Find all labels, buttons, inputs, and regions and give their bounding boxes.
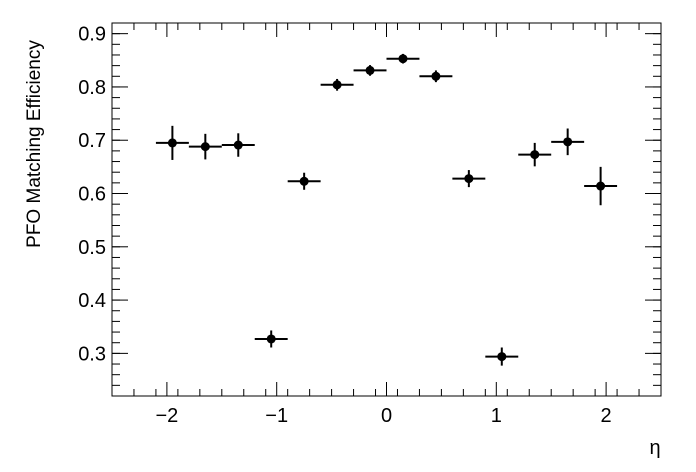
- x-axis-label: η: [649, 437, 660, 459]
- x-axis-ticks: −2 −1 0 1 2: [155, 23, 612, 427]
- point-marker: [200, 142, 210, 152]
- x-tick-label: 2: [601, 405, 612, 427]
- data-point: [188, 133, 222, 160]
- y-tick-label: 0.6: [78, 184, 106, 206]
- data-point: [419, 70, 453, 83]
- data-point: [221, 133, 255, 157]
- data-point: [386, 53, 420, 64]
- y-axis-ticks: 0.3 0.4 0.5 0.6 0.7 0.8 0.9: [78, 24, 661, 365]
- data-point: [551, 128, 585, 156]
- data-point: [155, 125, 189, 160]
- data-point: [353, 65, 387, 76]
- data-point: [320, 78, 354, 91]
- point-marker: [530, 150, 540, 160]
- x-tick-label: −2: [155, 405, 178, 427]
- x-tick-label: −1: [265, 405, 288, 427]
- minor-ticks: [111, 22, 662, 397]
- x-tick-label: 1: [491, 405, 502, 427]
- x-tick-label: 0: [381, 405, 392, 427]
- point-marker: [365, 65, 375, 75]
- point-marker: [497, 352, 507, 362]
- point-marker: [464, 174, 474, 184]
- plot-frame: [111, 22, 662, 397]
- data-point: [287, 172, 321, 190]
- y-tick-label: 0.7: [78, 130, 106, 152]
- data-point: [485, 347, 519, 366]
- data-point: [584, 166, 618, 206]
- y-tick-label: 0.9: [78, 24, 106, 46]
- y-axis-label: PFO Matching Efficiency: [24, 40, 45, 248]
- point-marker: [563, 137, 573, 147]
- point-marker: [299, 176, 309, 186]
- point-marker: [431, 71, 441, 81]
- data-point: [254, 330, 288, 348]
- y-tick-label: 0.8: [78, 77, 106, 99]
- data-points: [155, 53, 618, 366]
- point-marker: [266, 334, 276, 344]
- data-point: [452, 170, 486, 188]
- y-tick-label: 0.5: [78, 237, 106, 259]
- point-marker: [233, 140, 243, 150]
- point-marker: [398, 54, 408, 64]
- point-marker: [167, 138, 177, 148]
- y-tick-label: 0.3: [78, 343, 106, 365]
- point-marker: [332, 80, 342, 90]
- y-tick-label: 0.4: [78, 290, 106, 312]
- point-marker: [596, 181, 606, 191]
- data-point: [518, 142, 552, 167]
